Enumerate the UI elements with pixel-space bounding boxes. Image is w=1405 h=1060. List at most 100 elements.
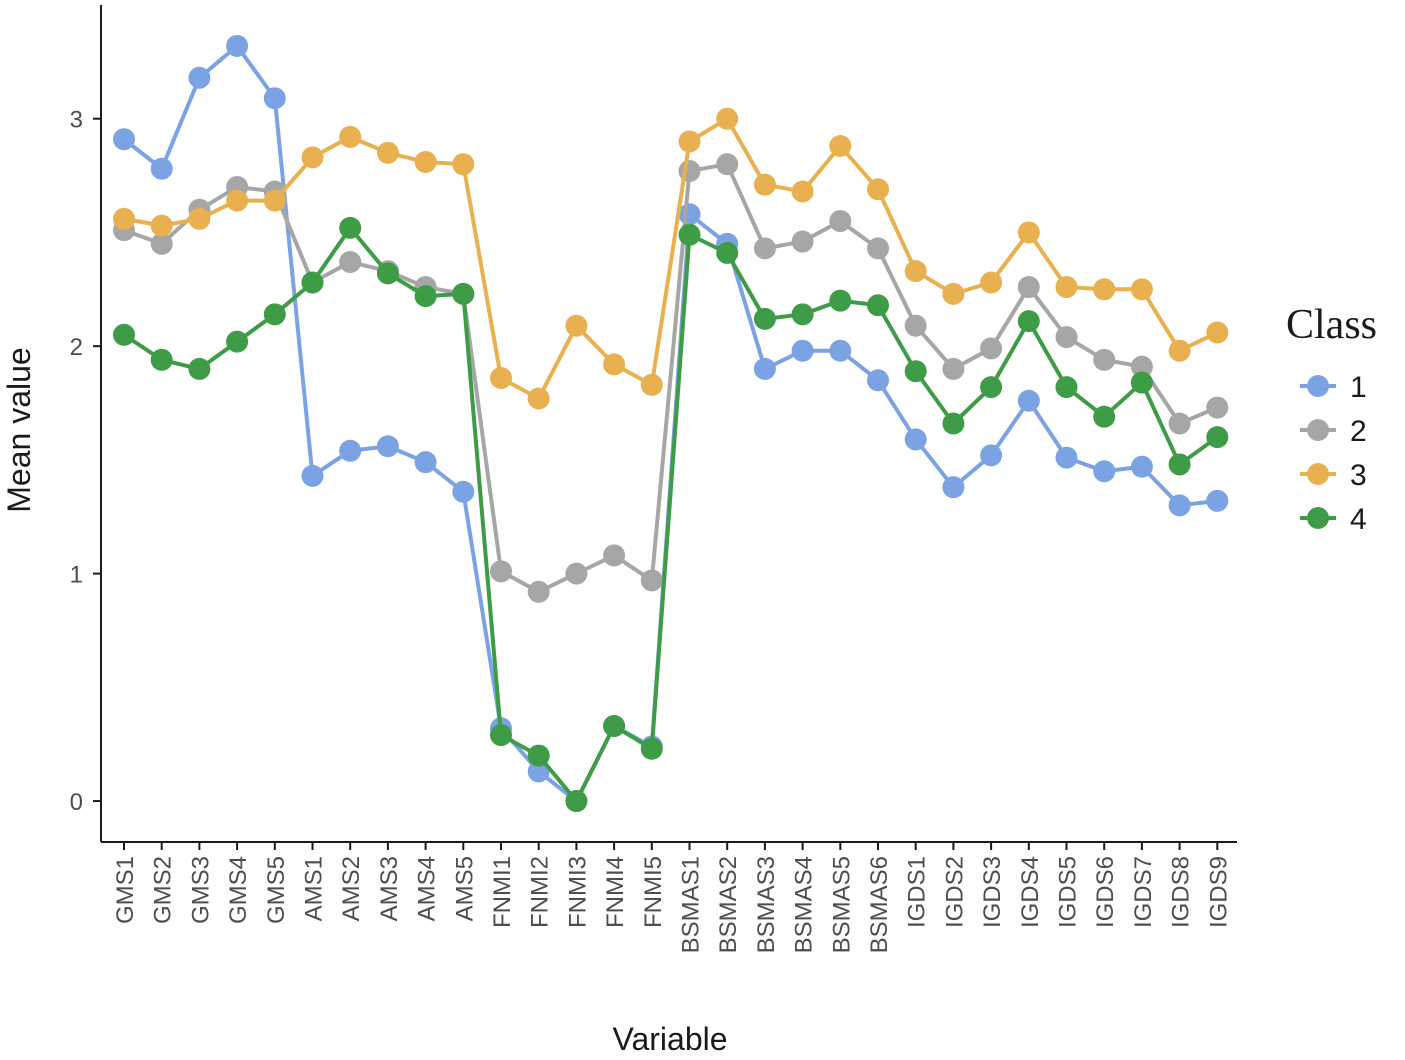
- data-point: [904, 428, 927, 451]
- y-tick-label: 3: [70, 107, 83, 134]
- data-point: [753, 307, 776, 330]
- data-point: [829, 135, 852, 158]
- data-point: [640, 569, 663, 592]
- x-tick-label: BSMAS5: [828, 856, 855, 953]
- data-point: [980, 337, 1003, 360]
- data-point: [1168, 453, 1191, 476]
- data-point: [791, 180, 814, 203]
- data-point: [1168, 339, 1191, 362]
- x-tick-label: FNMI2: [527, 856, 554, 928]
- data-point: [565, 562, 588, 585]
- data-point: [1206, 489, 1229, 512]
- x-tick-label: IGDS4: [1017, 856, 1044, 928]
- data-point: [1055, 446, 1078, 469]
- x-tick-label: AMS3: [376, 856, 403, 921]
- x-tick-label: GMS5: [263, 856, 290, 924]
- data-point: [490, 367, 512, 390]
- data-point: [603, 544, 626, 567]
- data-point: [263, 303, 286, 326]
- data-point: [791, 303, 814, 326]
- data-point: [452, 153, 475, 176]
- legend-key-marker: [1307, 375, 1329, 397]
- data-point: [716, 107, 739, 130]
- x-tick-label: GMS3: [187, 856, 214, 924]
- x-tick-label: BSMAS3: [753, 856, 780, 953]
- x-tick-label: BSMAS6: [866, 856, 893, 953]
- legend-item-4: 4: [1300, 503, 1367, 536]
- x-tick-label: GMS1: [112, 856, 139, 924]
- x-tick-label: IGDS7: [1130, 856, 1157, 928]
- x-tick-label: IGDS1: [904, 856, 931, 928]
- legend-label: 1: [1350, 371, 1367, 404]
- data-point: [339, 251, 362, 274]
- data-point: [867, 294, 889, 317]
- data-point: [1055, 276, 1078, 299]
- data-point: [527, 760, 550, 783]
- data-point: [339, 439, 362, 462]
- data-point: [1055, 376, 1078, 399]
- data-point: [1017, 221, 1040, 244]
- data-point: [791, 230, 814, 253]
- data-point: [301, 464, 324, 487]
- data-point: [1055, 326, 1078, 349]
- data-point: [829, 210, 852, 233]
- x-tick-label: FNMI5: [640, 856, 667, 928]
- x-tick-labels: GMS1 GMS2 GMS3 GMS4 GMS5 AMS1 AMS2 AMS3 AMS4 AMS5…: [112, 842, 1232, 953]
- data-point: [867, 237, 889, 260]
- x-tick-label: IGDS9: [1205, 856, 1232, 928]
- x-tick-label: IGDS8: [1168, 856, 1195, 928]
- data-point: [942, 476, 965, 499]
- data-point: [1206, 426, 1229, 449]
- data-point: [1206, 396, 1229, 419]
- data-point: [640, 737, 663, 760]
- legend-key-marker: [1307, 507, 1329, 529]
- data-point: [150, 157, 173, 180]
- data-point: [376, 141, 399, 164]
- data-point: [301, 271, 324, 294]
- data-point: [980, 376, 1003, 399]
- data-point: [904, 314, 927, 337]
- legend-label: 2: [1350, 415, 1367, 448]
- data-point: [301, 146, 324, 169]
- data-point: [867, 369, 889, 392]
- data-point: [527, 744, 550, 767]
- data-point: [452, 480, 475, 503]
- data-point: [414, 451, 437, 474]
- data-point: [150, 232, 173, 255]
- data-point: [678, 223, 701, 246]
- legend-item-2: 2: [1300, 415, 1367, 448]
- data-point: [339, 125, 362, 148]
- series-line: [122, 43, 1218, 804]
- data-point: [188, 66, 211, 89]
- data-point: [150, 214, 173, 237]
- x-tick-label: AMS2: [338, 856, 365, 921]
- y-tick-label: 1: [70, 562, 83, 589]
- data-point: [150, 348, 173, 371]
- data-point: [1017, 310, 1040, 333]
- data-point: [904, 360, 927, 383]
- data-point: [113, 207, 135, 230]
- y-axis-title: Mean value: [1, 347, 37, 512]
- data-point: [678, 130, 701, 153]
- data-point: [113, 128, 135, 151]
- data-point: [1017, 389, 1040, 412]
- series-layer: [113, 34, 1229, 813]
- legend-item-1: 1: [1300, 371, 1367, 404]
- data-point: [565, 790, 588, 813]
- x-tick-label: AMS5: [451, 856, 478, 921]
- data-point: [1093, 348, 1116, 371]
- axes: [100, 5, 1237, 843]
- x-tick-label: IGDS3: [979, 856, 1006, 928]
- x-axis-title: Variable: [612, 1021, 727, 1057]
- data-point: [1093, 460, 1116, 483]
- x-tick-label: GMS4: [225, 856, 252, 924]
- series-4: [113, 216, 1229, 813]
- data-point: [716, 153, 739, 176]
- data-point: [753, 173, 776, 196]
- data-point: [1017, 276, 1040, 299]
- data-point: [1130, 355, 1153, 378]
- data-point: [527, 580, 550, 603]
- data-point: [226, 330, 249, 353]
- data-point: [226, 34, 249, 57]
